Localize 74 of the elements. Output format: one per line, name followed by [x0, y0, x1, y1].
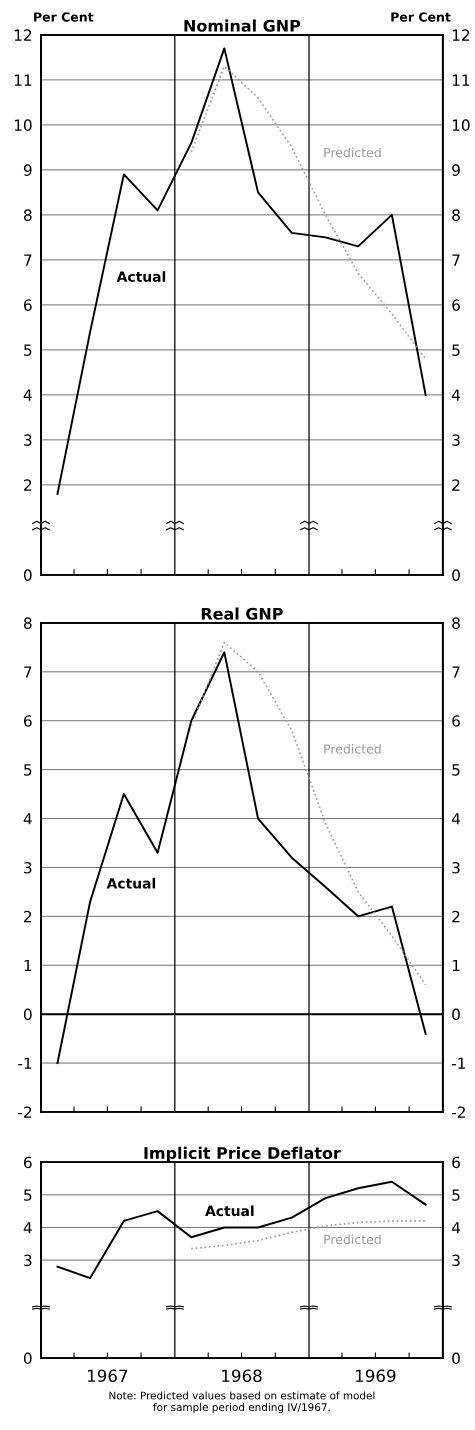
y-tick-label: 7 [24, 254, 32, 266]
y-tick-label: 9 [23, 164, 32, 176]
line-series [190, 65, 427, 360]
y-tick-label: 6 [24, 299, 32, 311]
y2-tick-label: 10 [452, 119, 470, 131]
y2-tick-label: 7 [452, 254, 460, 266]
y-tick-label: 5 [24, 344, 32, 356]
annotation: Predicted [324, 744, 381, 754]
y2-tick-label: 6 [452, 299, 460, 311]
y2-tick-label: 5 [452, 344, 460, 356]
y-tick-label: 4 [23, 389, 32, 401]
x-tick-label: 1969 [356, 1369, 396, 1383]
y2-tick-label: 3 [452, 861, 460, 874]
y2-tick-label: 0 [452, 1008, 460, 1021]
y-tick-label: 1 [24, 959, 32, 972]
y-tick-label: 3 [24, 861, 32, 874]
y2-tick-label: 2 [452, 479, 460, 491]
y2-tick-label: 8 [452, 617, 460, 629]
y-tick-label: 11 [14, 74, 32, 86]
y-tick-label: 4 [23, 813, 32, 825]
y2-tick-label: 1 [452, 959, 460, 972]
line-series [190, 1220, 427, 1250]
y-tick-label: 6 [24, 715, 32, 727]
annotation: Predicted [324, 1234, 381, 1245]
y2-tick-label: 4 [451, 813, 461, 825]
chart-title: Nominal GNP [184, 19, 301, 32]
y-tick-label: 12 [14, 29, 32, 41]
line-series [190, 641, 427, 986]
y-axis-title: Per Cent [34, 12, 94, 22]
y2-tick-label: 0 [452, 1352, 460, 1365]
y-tick-label: -2 [18, 1106, 32, 1118]
y2-tick-label: -1 [451, 1057, 465, 1069]
y-tick-label: 10 [14, 119, 32, 131]
y2-tick-label: 11 [452, 74, 470, 86]
chart-title: Implicit Price Deflator [144, 1146, 341, 1163]
annotation: Predicted [324, 147, 381, 158]
y2-tick-label: -2 [451, 1106, 465, 1118]
y2-tick-label: 9 [452, 164, 460, 176]
y-tick-label: 5 [24, 764, 32, 776]
y-tick-label: 6 [24, 1156, 32, 1169]
y-tick-label: 3 [24, 1254, 32, 1267]
y2-tick-label: 3 [452, 434, 460, 446]
y-tick-label: 0 [23, 1352, 32, 1365]
y2-tick-label: 6 [452, 1156, 460, 1169]
y2-tick-label: 12 [452, 29, 470, 41]
y2-tick-label: 8 [452, 209, 460, 221]
y-tick-label: 7 [24, 666, 32, 678]
y2-tick-label: 2 [452, 910, 460, 923]
y2-tick-label: 4 [451, 389, 461, 401]
y2-tick-label: 4 [451, 1222, 461, 1234]
x-tick-label: 1967 [87, 1369, 128, 1383]
chart-title: Real GNP [201, 607, 283, 620]
y2-tick-label: 3 [452, 1254, 460, 1267]
annotation: Actual [106, 877, 156, 889]
y-tick-label: 8 [23, 209, 32, 221]
y-tick-label: 2 [24, 910, 32, 923]
y-tick-label: 0 [23, 1008, 32, 1021]
y2-tick-label: 5 [452, 1189, 460, 1201]
text: Note: Predicted values based on estimate of model for sample period ending IV/1967. [109, 1391, 375, 1414]
y2-tick-label: 6 [452, 715, 460, 727]
y-tick-label: 8 [23, 617, 32, 629]
y-tick-label: 4 [23, 1222, 32, 1234]
y-tick-label: 3 [24, 434, 32, 446]
y2-tick-label: 7 [452, 666, 460, 678]
annotation: Actual [116, 271, 166, 282]
y2-axis-title: Per Cent [391, 12, 451, 22]
y-tick-label: 5 [24, 1189, 32, 1201]
x-tick-label: 1968 [222, 1369, 262, 1383]
y-tick-label: 2 [24, 479, 32, 491]
y-tick-label: -1 [18, 1057, 32, 1069]
y2-tick-label: 5 [452, 764, 460, 776]
annotation: Actual [205, 1205, 254, 1217]
y2-tick-label: 0 [452, 569, 460, 581]
y-tick-label: 0 [23, 569, 32, 581]
